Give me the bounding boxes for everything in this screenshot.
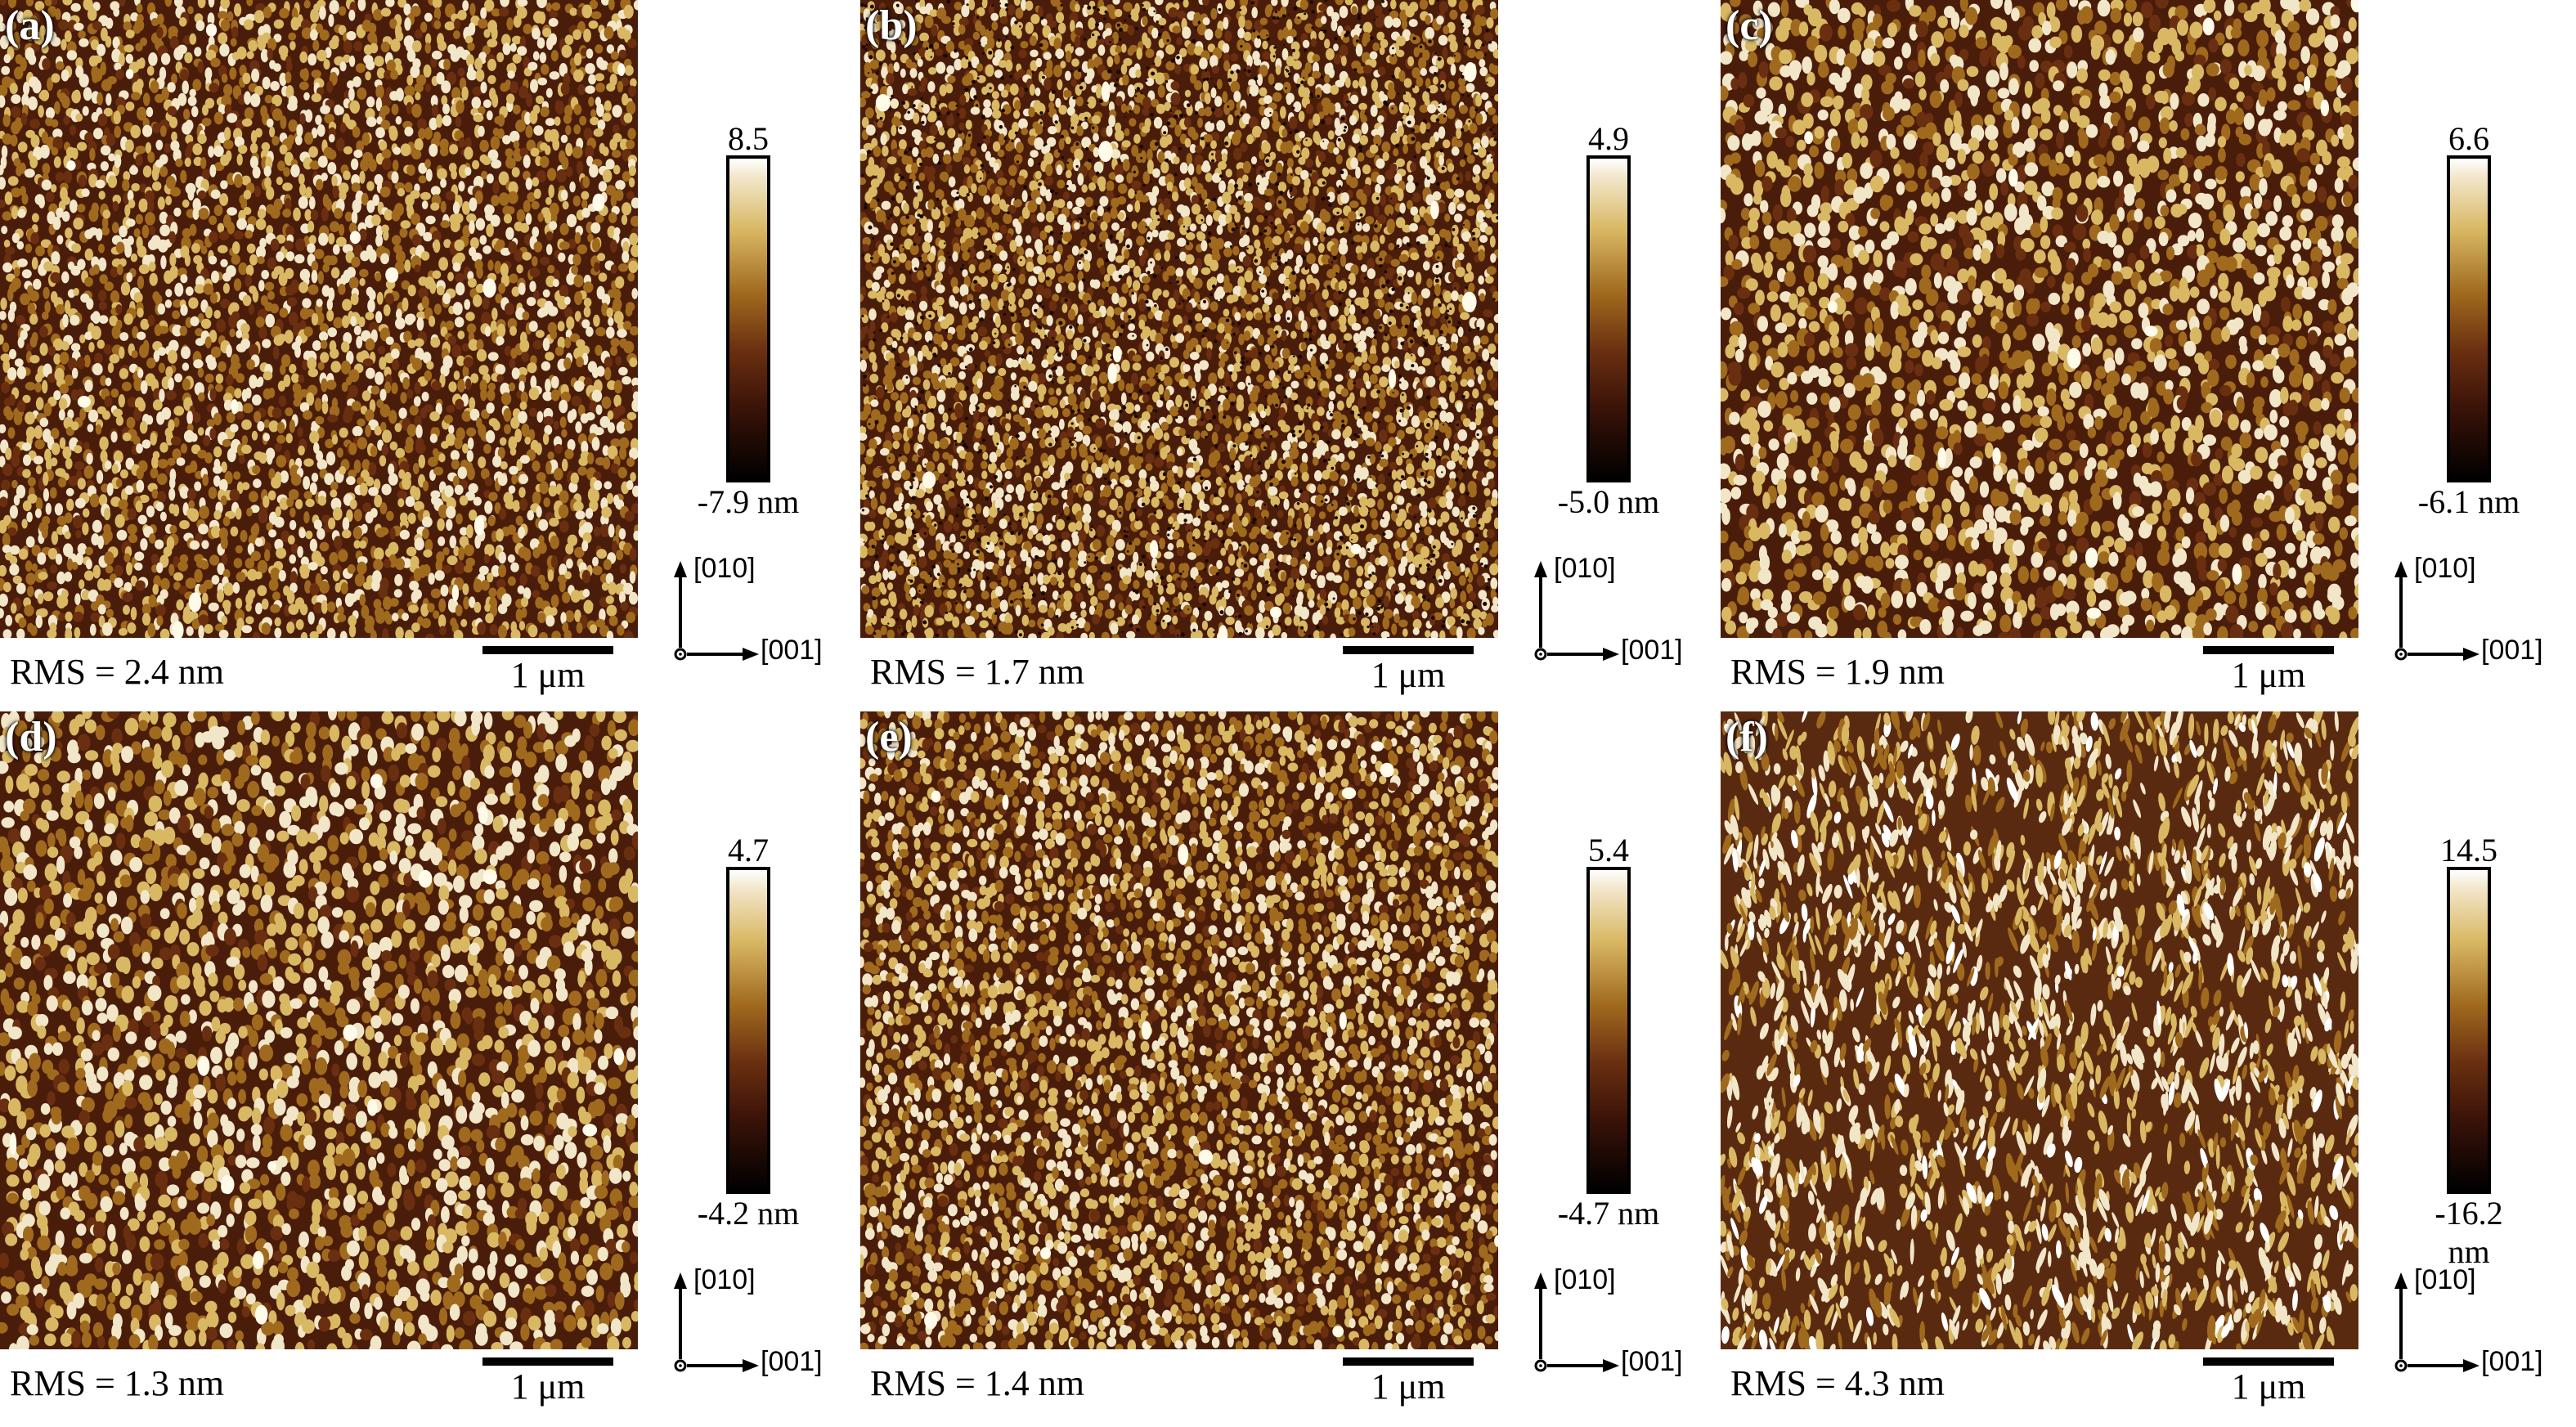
panel-f: (f) 14.5 nm -16.2 nm [010] [001] RMS = 4… xyxy=(1721,711,2576,1425)
afm-texture-a xyxy=(0,0,638,638)
panel-a: (a) 8.5 nm -7.9 nm [010] [001] RMS = 2.4… xyxy=(0,0,859,713)
panel-e: (e) 5.4 nm -4.7 nm [010] [001] RMS = 1.4… xyxy=(860,711,1719,1425)
afm-texture-c xyxy=(1721,0,2358,638)
scale-bar-f xyxy=(2203,1357,2334,1366)
afm-image-f xyxy=(1721,711,2358,1349)
scale-bar-d xyxy=(482,1357,613,1366)
rms-e: RMS = 1.4 nm xyxy=(870,1363,1084,1403)
afm-texture-e xyxy=(860,711,1498,1349)
colorbar-a xyxy=(726,155,770,482)
colorbar-min-e: -4.7 nm xyxy=(1557,1195,1660,1232)
colorbar-c xyxy=(2447,155,2491,482)
axis-label-001-e: [001] xyxy=(1621,1346,1683,1377)
afm-texture-f xyxy=(1721,711,2358,1349)
afm-image-a xyxy=(0,0,638,638)
axis-label-010-a: [010] xyxy=(693,553,756,584)
panel-c: (c) 6.6 nm -6.1 nm [010] [001] RMS = 1.9… xyxy=(1721,0,2576,713)
scale-label-c: 1 μm xyxy=(2231,655,2306,695)
crystal-axes-a: [010] [001] xyxy=(671,553,850,679)
rms-f: RMS = 4.3 nm xyxy=(1730,1363,1945,1403)
colorbar-e xyxy=(1586,867,1631,1194)
axis-label-001-f: [001] xyxy=(2481,1346,2543,1377)
panel-b: (b) 4.9 nm -5.0 nm [010] [001] RMS = 1.7… xyxy=(860,0,1719,713)
panel-label-e: (e) xyxy=(865,714,913,761)
colorbar-min-c: -6.1 nm xyxy=(2417,483,2520,520)
axis-label-001-d: [001] xyxy=(761,1346,823,1377)
colorbar-f xyxy=(2447,867,2491,1194)
panel-label-f: (f) xyxy=(1726,714,1768,761)
rms-b: RMS = 1.7 nm xyxy=(870,652,1084,692)
scale-label-b: 1 μm xyxy=(1371,655,1446,695)
panel-d: (d) 4.7 nm -4.2 nm [010] [001] RMS = 1.3… xyxy=(0,711,859,1425)
crystal-axes-f: [010] [001] xyxy=(2391,1264,2571,1390)
crystal-axes-c: [010] [001] xyxy=(2391,553,2571,679)
rms-a: RMS = 2.4 nm xyxy=(10,652,224,692)
rms-d: RMS = 1.3 nm xyxy=(10,1363,224,1403)
scale-bar-e xyxy=(1343,1357,1474,1366)
afm-image-b xyxy=(860,0,1498,638)
scale-label-a: 1 μm xyxy=(510,655,586,695)
afm-image-d xyxy=(0,711,638,1349)
colorbar-b xyxy=(1586,155,1631,482)
colorbar-d xyxy=(726,867,770,1194)
scale-label-e: 1 μm xyxy=(1371,1366,1446,1407)
crystal-axes-b: [010] [001] xyxy=(1531,553,1711,679)
crystal-axes-e: [010] [001] xyxy=(1531,1264,1711,1390)
axis-label-010-f: [010] xyxy=(2414,1264,2476,1295)
rms-c: RMS = 1.9 nm xyxy=(1730,652,1945,692)
colorbar-min-b: -5.0 nm xyxy=(1557,483,1660,520)
colorbar-min-a: -7.9 nm xyxy=(697,483,800,520)
axis-label-001-c: [001] xyxy=(2481,635,2543,666)
colorbar-min-f: -16.2 nm xyxy=(2435,1195,2503,1270)
axis-label-001-b: [001] xyxy=(1621,635,1683,666)
afm-texture-b xyxy=(860,0,1498,638)
colorbar-min-d: -4.2 nm xyxy=(697,1195,800,1232)
scale-label-d: 1 μm xyxy=(510,1366,586,1407)
axis-label-001-a: [001] xyxy=(761,635,823,666)
axis-label-010-c: [010] xyxy=(2414,553,2476,584)
scale-bar-b xyxy=(1343,646,1474,654)
panel-label-c: (c) xyxy=(1726,2,1773,49)
scale-bar-a xyxy=(482,646,613,654)
axis-label-010-d: [010] xyxy=(693,1264,756,1295)
axis-label-010-e: [010] xyxy=(1554,1264,1616,1295)
scale-label-f: 1 μm xyxy=(2231,1366,2306,1407)
axis-label-010-b: [010] xyxy=(1554,553,1616,584)
afm-image-c xyxy=(1721,0,2358,638)
afm-texture-d xyxy=(0,711,638,1349)
panel-label-d: (d) xyxy=(5,714,57,761)
scale-bar-c xyxy=(2203,646,2334,654)
crystal-axes-d: [010] [001] xyxy=(671,1264,850,1390)
afm-image-e xyxy=(860,711,1498,1349)
panel-label-a: (a) xyxy=(5,2,55,49)
panel-label-b: (b) xyxy=(865,2,918,49)
